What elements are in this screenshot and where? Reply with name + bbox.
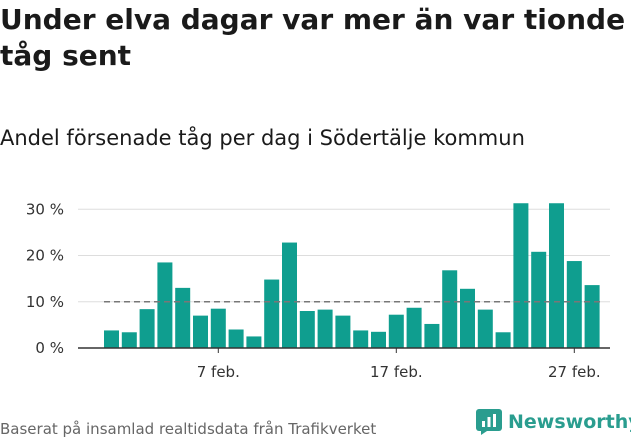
x-axis [78, 347, 610, 353]
bar [388, 314, 404, 348]
y-tick-label: 0 % [35, 339, 64, 357]
x-tick-label: 27 feb. [548, 363, 601, 381]
bar [193, 315, 208, 348]
bar [264, 279, 280, 348]
y-tick-label: 10 % [26, 293, 64, 311]
bar [353, 330, 369, 348]
chart-subtitle: Andel försenade tåg per dag i Södertälje… [0, 126, 525, 150]
x-tick-label: 7 feb. [197, 363, 240, 381]
bar [210, 308, 226, 348]
bar [139, 309, 155, 348]
bar [406, 307, 422, 348]
chart-title: Under elva dagar var mer än var tionde t… [0, 3, 626, 72]
bar [513, 203, 529, 348]
bar [477, 309, 493, 348]
bar [566, 261, 582, 348]
source-note: Baserat på insamlad realtidsdata från Tr… [0, 420, 377, 438]
bars [104, 203, 600, 348]
bar [424, 323, 440, 348]
bar [175, 287, 191, 348]
x-axis-labels: 7 feb. 17 feb. 27 feb. [197, 363, 601, 381]
bar [531, 251, 547, 348]
bar [104, 330, 119, 348]
bar-chart: 0 % 10 % 20 % 30 % 7 feb. 17 feb. 27 feb. [26, 200, 610, 381]
bar [282, 242, 297, 348]
y-tick-label: 30 % [26, 200, 64, 218]
bar [335, 315, 351, 348]
newsworthy-logo-icon [476, 409, 502, 435]
bar [317, 309, 333, 348]
bar [371, 331, 386, 348]
logo-text: Newsworthy [508, 411, 631, 433]
bar [460, 288, 475, 348]
y-tick-label: 20 % [26, 247, 64, 265]
bar [549, 203, 564, 348]
bar [299, 311, 315, 348]
bar [228, 329, 244, 348]
bar [442, 270, 458, 348]
y-axis-labels: 0 % 10 % 20 % 30 % [26, 200, 64, 357]
bar [584, 285, 600, 348]
bar [246, 336, 262, 348]
bar [121, 332, 137, 348]
bar [157, 262, 173, 348]
newsworthy-logo: Newsworthy [476, 408, 631, 436]
x-tick-label: 17 feb. [370, 363, 423, 381]
bar [495, 332, 511, 348]
